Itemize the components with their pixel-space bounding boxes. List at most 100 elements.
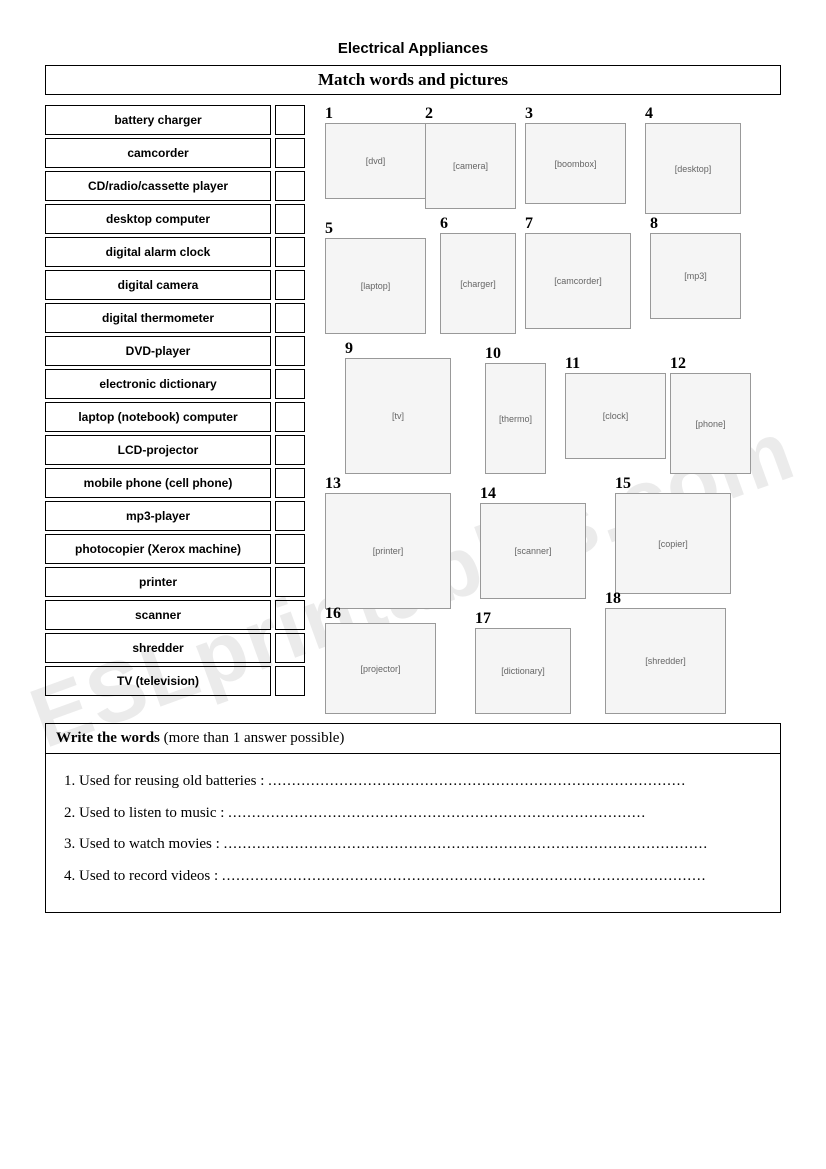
picture-number: 1 — [325, 105, 333, 122]
write-blank[interactable]: ........................................… — [268, 773, 686, 789]
word-label: mobile phone (cell phone) — [45, 468, 271, 498]
answer-box[interactable] — [275, 171, 305, 201]
answer-box[interactable] — [275, 138, 305, 168]
picture-number: 14 — [480, 485, 496, 502]
answer-box[interactable] — [275, 501, 305, 531]
write-prompt: Used for reusing old batteries — [79, 773, 256, 789]
word-label: laptop (notebook) computer — [45, 402, 271, 432]
answer-box[interactable] — [275, 600, 305, 630]
word-row: desktop computer — [45, 204, 305, 234]
answer-box[interactable] — [275, 666, 305, 696]
picture-item: 12[phone] — [670, 355, 751, 474]
picture-number: 7 — [525, 215, 533, 232]
picture-clock-icon: [clock] — [565, 373, 666, 459]
write-blank[interactable]: ........................................… — [222, 868, 707, 884]
picture-number: 9 — [345, 340, 353, 357]
picture-item: 11[clock] — [565, 355, 666, 459]
write-num: 4. — [64, 868, 75, 884]
picture-dictionary-icon: [dictionary] — [475, 628, 571, 714]
picture-scanner-icon: [scanner] — [480, 503, 586, 599]
picture-tv-icon: [tv] — [345, 358, 451, 474]
answer-box[interactable] — [275, 270, 305, 300]
word-row: printer — [45, 567, 305, 597]
answer-box[interactable] — [275, 204, 305, 234]
picture-camcorder-icon: [camcorder] — [525, 233, 631, 329]
word-label: CD/radio/cassette player — [45, 171, 271, 201]
write-num: 2. — [64, 805, 75, 821]
answer-box[interactable] — [275, 534, 305, 564]
word-row: digital alarm clock — [45, 237, 305, 267]
word-label: mp3-player — [45, 501, 271, 531]
picture-number: 6 — [440, 215, 448, 232]
picture-number: 17 — [475, 610, 491, 627]
picture-copier-icon: [copier] — [615, 493, 731, 594]
picture-number: 10 — [485, 345, 501, 362]
picture-item: 15[copier] — [615, 475, 731, 594]
answer-box[interactable] — [275, 567, 305, 597]
answer-box[interactable] — [275, 336, 305, 366]
word-label: scanner — [45, 600, 271, 630]
word-row: battery charger — [45, 105, 305, 135]
write-header-bold: Write the words — [56, 730, 160, 746]
word-row: laptop (notebook) computer — [45, 402, 305, 432]
word-label: digital camera — [45, 270, 271, 300]
picture-item: 8[mp3] — [650, 215, 741, 319]
picture-dvd-icon: [dvd] — [325, 123, 426, 199]
word-row: photocopier (Xerox machine) — [45, 534, 305, 564]
word-row: electronic dictionary — [45, 369, 305, 399]
picture-number: 4 — [645, 105, 653, 122]
page-title: Electrical Appliances — [45, 40, 781, 57]
write-num: 1. — [64, 773, 75, 789]
write-blank[interactable]: ........................................… — [224, 836, 709, 852]
picture-phone-icon: [phone] — [670, 373, 751, 474]
picture-item: 5[laptop] — [325, 220, 426, 334]
picture-desktop-icon: [desktop] — [645, 123, 741, 214]
picture-number: 3 — [525, 105, 533, 122]
write-blank[interactable]: ........................................… — [228, 805, 646, 821]
write-prompt: Used to watch movies : — [79, 836, 220, 852]
picture-number: 11 — [565, 355, 580, 372]
picture-item: 9[tv] — [345, 340, 451, 474]
word-row: digital camera — [45, 270, 305, 300]
word-row: digital thermometer — [45, 303, 305, 333]
picture-item: 17[dictionary] — [475, 610, 571, 714]
word-label: photocopier (Xerox machine) — [45, 534, 271, 564]
answer-box[interactable] — [275, 435, 305, 465]
answer-box[interactable] — [275, 468, 305, 498]
picture-item: 16[projector] — [325, 605, 436, 714]
answer-box[interactable] — [275, 402, 305, 432]
word-row: CD/radio/cassette player — [45, 171, 305, 201]
picture-item: 4[desktop] — [645, 105, 741, 214]
picture-column: 1[dvd]2[camera]3[boombox]4[desktop]5[lap… — [325, 105, 781, 705]
word-row: shredder — [45, 633, 305, 663]
word-row: mobile phone (cell phone) — [45, 468, 305, 498]
answer-box[interactable] — [275, 369, 305, 399]
word-label: shredder — [45, 633, 271, 663]
write-header: Write the words (more than 1 answer poss… — [46, 724, 780, 754]
picture-thermo-icon: [thermo] — [485, 363, 546, 474]
picture-number: 8 — [650, 215, 658, 232]
write-prompt: Used to listen to music — [79, 805, 217, 821]
picture-number: 15 — [615, 475, 631, 492]
word-label: desktop computer — [45, 204, 271, 234]
answer-box[interactable] — [275, 633, 305, 663]
write-num: 3. — [64, 836, 75, 852]
write-section: Write the words (more than 1 answer poss… — [45, 723, 781, 913]
word-row: DVD-player — [45, 336, 305, 366]
worksheet-page: ESLprintables.com Electrical Appliances … — [0, 0, 826, 1169]
answer-box[interactable] — [275, 237, 305, 267]
subtitle-box: Match words and pictures — [45, 65, 781, 95]
picture-camera-icon: [camera] — [425, 123, 516, 209]
write-line: 2. Used to listen to music : ...........… — [64, 798, 762, 830]
picture-item: 10[thermo] — [485, 345, 546, 474]
answer-box[interactable] — [275, 105, 305, 135]
word-row: LCD-projector — [45, 435, 305, 465]
picture-item: 7[camcorder] — [525, 215, 631, 329]
answer-box[interactable] — [275, 303, 305, 333]
word-row: camcorder — [45, 138, 305, 168]
picture-mp3-icon: [mp3] — [650, 233, 741, 319]
word-label: TV (television) — [45, 666, 271, 696]
write-prompt: Used to record videos : — [79, 868, 218, 884]
word-row: TV (television) — [45, 666, 305, 696]
write-line: 3. Used to watch movies : ..............… — [64, 829, 762, 861]
